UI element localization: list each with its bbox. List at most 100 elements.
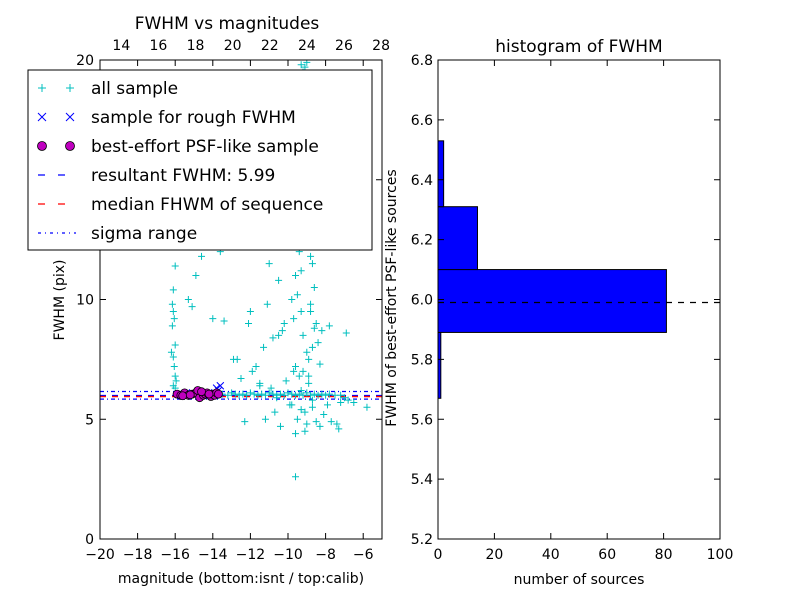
legend-label: sigma range: [91, 224, 197, 244]
point-all-sample: [297, 307, 305, 315]
point-all-sample: [295, 372, 303, 380]
x-tick-label: 80: [655, 547, 673, 563]
legend-label: resultant FWHM: 5.99: [91, 166, 275, 186]
x-tick-label: −6: [353, 547, 374, 563]
left-panel: −20 −18 −16 −14 −12 −10 −8 −6 0 5 10 20 14 16 18 20 22…: [27, 14, 390, 587]
left-y-ticks: 0 5 10 20: [76, 53, 382, 548]
point-all-sample: [282, 377, 290, 385]
y-tick-label: 6.0: [411, 293, 433, 309]
point-all-sample: [293, 415, 301, 423]
point-all-sample: [303, 348, 311, 356]
top-tick-label: 26: [335, 38, 353, 54]
x-tick-label: 0: [434, 547, 443, 563]
legend-marker-circle: [37, 141, 47, 151]
point-all-sample: [333, 420, 341, 428]
left-x-ticks: −20 −18 −16 −14 −12 −10 −8 −6: [85, 60, 374, 563]
point-all-sample: [318, 390, 326, 398]
point-all-sample: [250, 390, 258, 398]
point-all-sample: [337, 398, 345, 406]
legend-marker-plus: [66, 84, 74, 92]
y-tick-label: 5.2: [411, 532, 433, 548]
legend-entries: all sample sample for rough FWHM best-effo…: [37, 79, 323, 244]
point-all-sample: [297, 267, 305, 275]
point-all-sample: [297, 61, 305, 69]
point-all-sample: [192, 272, 200, 280]
legend-marker-x: [65, 112, 75, 122]
point-all-sample: [299, 391, 307, 399]
point-all-sample: [188, 303, 196, 311]
point-all-sample: [258, 390, 266, 398]
point-all-sample: [293, 291, 301, 299]
x-tick-label: −20: [85, 547, 115, 563]
point-all-sample: [184, 296, 192, 303]
point-all-sample: [310, 390, 318, 398]
point-all-sample: [231, 390, 239, 398]
x-tick-label: 20: [485, 547, 503, 563]
point-psf-sample: [185, 390, 195, 400]
point-all-sample: [280, 391, 288, 399]
point-all-sample: [312, 418, 320, 426]
right-title: histogram of FWHM: [495, 37, 662, 57]
point-all-sample: [246, 389, 254, 397]
point-all-sample: [320, 410, 328, 418]
point-all-sample: [198, 252, 206, 260]
x-tick-label: 40: [542, 547, 560, 563]
point-all-sample: [316, 422, 324, 430]
point-all-sample: [171, 262, 179, 270]
legend-label: sample for rough FWHM: [91, 108, 296, 128]
point-all-sample: [245, 319, 253, 327]
x-tick-label: −12: [236, 547, 266, 563]
point-all-sample: [246, 307, 254, 315]
point-all-sample: [318, 327, 326, 335]
point-all-sample: [241, 418, 249, 426]
left-ylabel: FWHM (pix): [52, 260, 68, 341]
point-all-sample: [327, 418, 335, 426]
y-tick-label: 5.4: [411, 472, 433, 488]
point-all-sample: [233, 355, 241, 363]
point-all-sample: [299, 331, 307, 339]
point-all-sample: [340, 394, 348, 402]
top-tick-label: 18: [187, 38, 205, 54]
x-tick-label: 60: [598, 547, 616, 563]
y-tick-label: 0: [85, 532, 94, 548]
x-tick-label: −18: [123, 547, 153, 563]
point-all-sample: [307, 252, 315, 260]
point-all-sample: [239, 390, 247, 398]
point-all-sample: [261, 415, 269, 423]
point-all-sample: [305, 379, 313, 387]
point-all-sample: [344, 396, 352, 404]
legend-label: all sample: [91, 79, 178, 99]
point-all-sample: [305, 372, 313, 380]
point-all-sample: [271, 408, 279, 416]
point-all-sample: [299, 367, 307, 375]
y-tick-label: 6.6: [411, 113, 433, 129]
point-all-sample: [252, 363, 260, 371]
point-all-sample: [297, 387, 305, 395]
point-psf-sample: [214, 389, 223, 399]
point-all-sample: [224, 391, 232, 399]
legend-marker-plus: [38, 84, 46, 92]
point-all-sample: [265, 260, 273, 268]
point-all-sample: [308, 343, 316, 351]
point-all-sample: [350, 398, 358, 406]
point-all-sample: [170, 315, 178, 323]
point-all-sample: [314, 391, 322, 399]
legend-label: median FHWM of sequence: [91, 195, 323, 215]
right-xlabel: number of sources: [514, 572, 645, 588]
point-all-sample: [322, 391, 330, 399]
top-tick-label: 28: [372, 38, 390, 54]
x-tick-label: −16: [160, 547, 190, 563]
top-tick-label: 24: [298, 38, 316, 54]
point-all-sample: [276, 422, 284, 430]
point-all-sample: [269, 390, 277, 398]
y-tick-label: 6.2: [411, 233, 433, 249]
point-all-sample: [171, 341, 179, 349]
point-all-sample: [273, 394, 281, 402]
point-all-sample: [280, 319, 288, 327]
histogram-bar: [437, 206, 478, 271]
point-psf-sample: [204, 389, 214, 399]
y-tick-label: 5.8: [411, 352, 433, 368]
x-tick-label: −8: [315, 547, 336, 563]
point-all-sample: [167, 348, 175, 356]
point-all-sample: [295, 390, 303, 398]
